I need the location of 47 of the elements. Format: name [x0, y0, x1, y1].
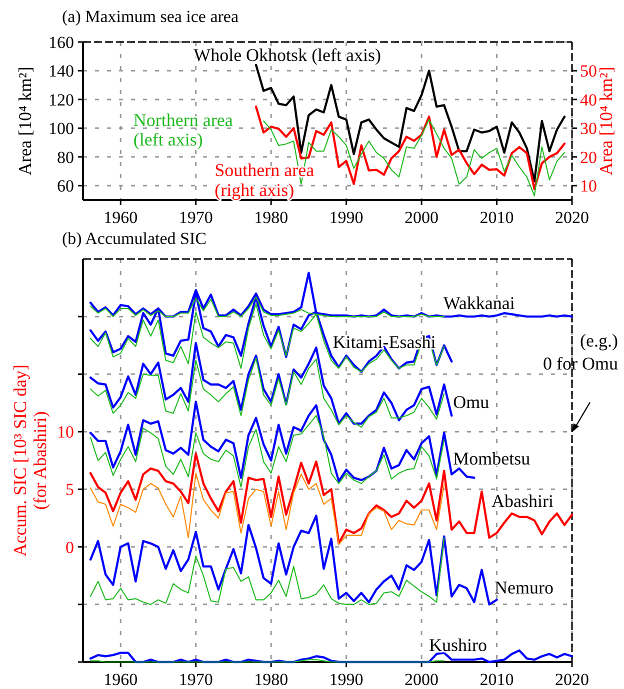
x-tick-label: 2000: [404, 670, 439, 689]
series-label: Northern area (left axis): [133, 110, 233, 150]
series-label: Kushiro: [429, 635, 488, 656]
series-label: Abashiri: [492, 491, 554, 512]
y2-tick-label: 40: [580, 90, 597, 110]
y2-tick-label: 30: [580, 119, 597, 138]
series-label: Mombetsu: [453, 448, 530, 468]
line-series: [89, 452, 574, 545]
y2-tick-label: 50: [580, 62, 597, 81]
y-tick-label: 120: [48, 90, 74, 110]
x-tick-label: 2010: [480, 208, 514, 227]
y-tick-label: 100: [48, 119, 74, 138]
x-tick-label: 1970: [178, 208, 213, 227]
line-series: [90, 537, 445, 605]
series-label: Omu: [453, 392, 490, 412]
y-tick-label: 0: [66, 538, 74, 557]
y2-tick-label: 10: [580, 176, 597, 196]
x-tick-label: 1960: [104, 208, 138, 227]
chart-title: (b) Accumulated SIC: [62, 229, 206, 248]
y-tick-label: 160: [48, 32, 74, 52]
chart-title: (a) Maximum sea ice area: [62, 7, 239, 26]
x-tick-label: 2000: [404, 208, 439, 227]
x-tick-label: 1960: [104, 670, 138, 689]
x-tick-label: 1970: [178, 670, 213, 689]
line-series: [90, 415, 445, 488]
x-tick-label: 2020: [555, 670, 589, 689]
y-axis-title: Accum. SIC [10³ SIC day] (for Abashiri): [10, 364, 50, 556]
x-tick-label: 2010: [480, 670, 514, 689]
y-tick-label: 10: [57, 422, 74, 442]
y-axis-title: Area [10⁴ km²]: [15, 66, 35, 176]
y2-tick-label: 20: [580, 148, 597, 167]
x-tick-label: 1980: [254, 670, 288, 689]
y-tick-label: 60: [57, 176, 74, 196]
x-tick-label: 2020: [555, 208, 589, 227]
x-tick-label: 1990: [329, 208, 364, 227]
y-tick-label: 80: [57, 148, 74, 167]
annotation: (e.g.) 0 for Omu: [543, 330, 618, 374]
line-series: [90, 472, 445, 546]
x-tick-label: 1990: [329, 670, 364, 689]
y2-axis-title: Area [10⁴ km²]: [596, 66, 616, 176]
x-tick-label: 1980: [254, 208, 288, 227]
series-label: Nemuro: [494, 577, 554, 598]
y-tick-label: 5: [66, 480, 74, 500]
series-label: Wakkanai: [443, 293, 515, 314]
series-label: Whole Okhotsk (left axis): [194, 45, 382, 66]
line-series: [90, 357, 445, 428]
y-tick-label: 140: [48, 62, 74, 81]
